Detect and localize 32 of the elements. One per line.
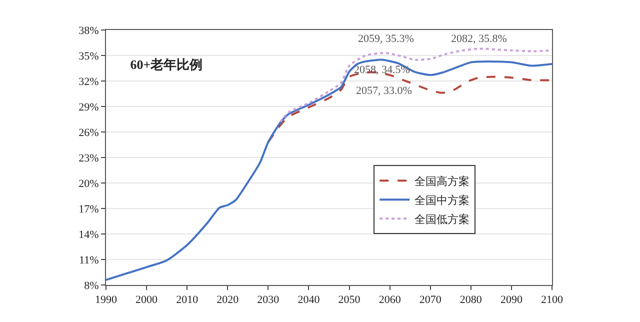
annotation: 2059, 35.3% [358,33,414,45]
x-tick-label: 2080 [460,294,482,306]
y-tick-label: 17% [78,203,99,216]
y-tick-label: 14% [78,228,99,241]
annotation: 2058, 34.5% [354,64,410,76]
x-tick-label: 2100 [541,294,564,306]
y-tick-label: 29% [78,101,99,114]
y-tick-label: 26% [78,126,99,139]
y-tick-label: 32% [78,76,99,88]
annotation: 2057, 33.0% [356,85,412,97]
x-tick-label: 2010 [176,294,199,306]
x-tick-label: 2060 [378,294,402,306]
legend-label: 全国中方案 [414,194,470,207]
y-tick-label: 20% [78,178,99,190]
x-tick-label: 2030 [257,294,280,306]
text: 60+老年比例 [130,56,203,72]
x-tick-label: 2090 [500,294,523,306]
legend-label: 全国低方案 [414,212,470,226]
x-tick-label: 2050 [338,294,361,306]
x-tick-label: 2070 [419,294,442,306]
y-tick-label: 38% [78,24,99,37]
y-tick-label: 11% [79,254,99,266]
annotation: 2082, 35.8% [451,33,507,45]
line-series [106,58,552,281]
x-tick-label: 2040 [298,294,320,306]
x-tick-label: 1990 [95,294,118,306]
y-tick-label: 23% [78,152,99,164]
y-tick-label: 35% [78,50,99,62]
x-tick-label: 2020 [216,294,240,306]
legend-label: 全国高方案 [414,174,470,188]
y-tick-label: 8% [84,280,99,292]
x-tick-label: 2000 [136,294,158,306]
